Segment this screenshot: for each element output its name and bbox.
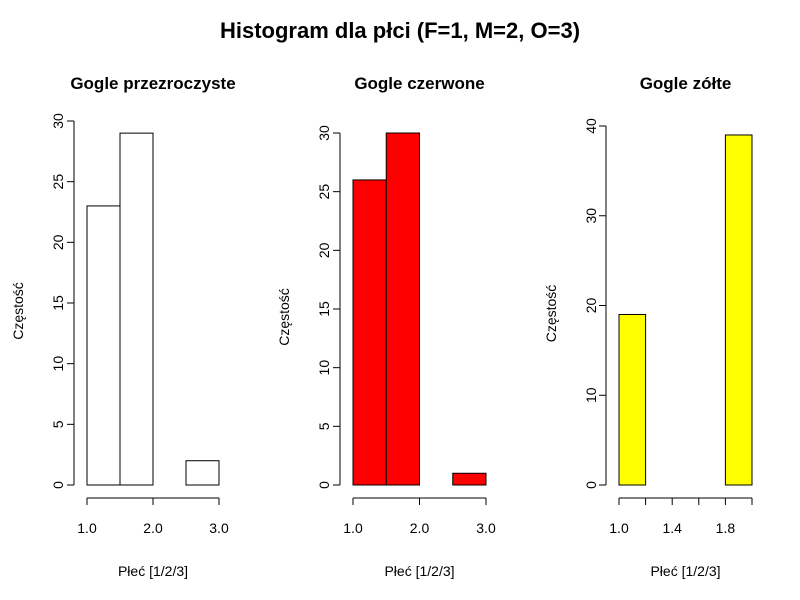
y-tick-label: 5: [50, 420, 66, 428]
panels: Gogle przezroczyste 1.0 2.0 3.0 Płeć [1/2/3]…: [10, 74, 753, 579]
y-tick-label: 20: [316, 242, 332, 258]
x-axis-label: Płeć [1/2/3]: [650, 563, 720, 579]
y-tick-label: 40: [583, 118, 599, 134]
y-tick-label: 30: [583, 208, 599, 224]
y-tick-label: 10: [583, 387, 599, 403]
y-tick-label: 25: [316, 184, 332, 200]
histogram-bar: [452, 472, 487, 486]
y-tick-label: 25: [50, 174, 66, 190]
histogram-bar: [385, 132, 420, 486]
x-tick-label: 2.0: [410, 520, 430, 536]
y-tick-label: 15: [316, 301, 332, 317]
panel-title: Gogle zółte: [640, 74, 732, 93]
y-tick-label: 10: [50, 356, 66, 372]
x-tick-label: 3.0: [209, 520, 229, 536]
y-tick-label: 0: [583, 481, 599, 489]
panel-title: Gogle czerwone: [354, 74, 484, 93]
y-tick-label: 20: [583, 298, 599, 314]
histogram-bar: [618, 313, 647, 486]
y-tick-label: 5: [316, 422, 332, 430]
histogram-bar: [185, 460, 220, 486]
x-tick-label: 2.0: [143, 520, 163, 536]
y-tick-label: 0: [316, 481, 332, 489]
histogram-panel-3: Gogle zółte 1.0 1.4 1.8 Płeć [1/2/3] 0 10 20 30 4…: [543, 74, 753, 579]
y-tick-label: 0: [50, 481, 66, 489]
histogram-bar: [724, 134, 753, 486]
x-tick-label: 1.0: [77, 520, 97, 536]
y-axis-label: Częstość: [543, 285, 559, 343]
y-tick-label: 30: [316, 125, 332, 141]
x-tick-label: 1.4: [662, 520, 682, 536]
histogram-bar: [119, 132, 154, 486]
histogram-bar: [352, 179, 387, 486]
histogram-bar: [86, 205, 121, 486]
figure-title: Histogram dla płci (F=1, M=2, O=3): [220, 18, 580, 43]
y-tick-label: 10: [316, 360, 332, 376]
x-tick-label: 1.0: [609, 520, 629, 536]
y-axis-label: Częstość: [10, 282, 26, 340]
histogram-panel-2: Gogle czerwone 1.0 2.0 3.0 Płeć [1/2/3] 0 5 10 1…: [276, 74, 496, 579]
x-tick-label: 3.0: [476, 520, 496, 536]
panel-title: Gogle przezroczyste: [70, 74, 235, 93]
y-tick-label: 30: [50, 113, 66, 129]
y-axis-label: Częstość: [276, 288, 292, 346]
x-axis-label: Płeć [1/2/3]: [384, 563, 454, 579]
x-tick-label: 1.8: [716, 520, 736, 536]
x-tick-label: 1.0: [343, 520, 363, 536]
histogram-panel-1: Gogle przezroczyste 1.0 2.0 3.0 Płeć [1/2/3]…: [10, 74, 236, 579]
y-tick-label: 15: [50, 295, 66, 311]
y-tick-label: 20: [50, 234, 66, 250]
x-axis-label: Płeć [1/2/3]: [118, 563, 188, 579]
